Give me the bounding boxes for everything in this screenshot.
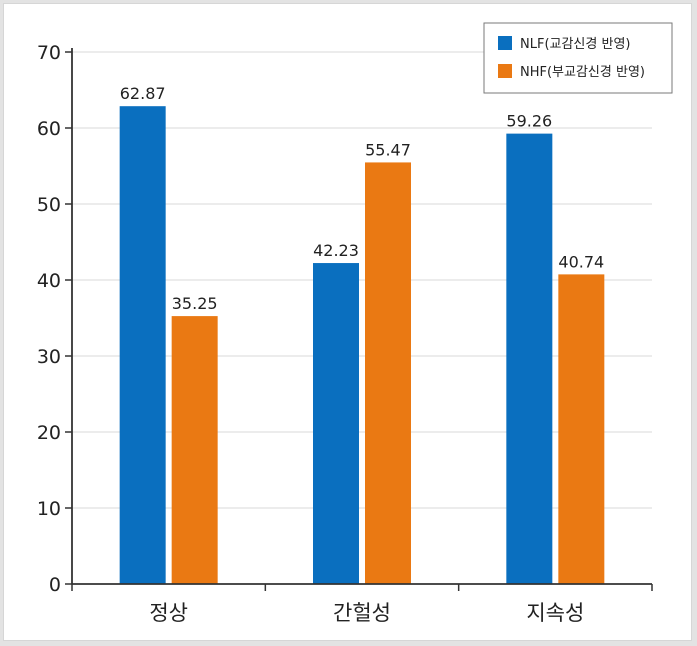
bar	[506, 133, 553, 584]
labels: 0 10 20 30 40 50 60 70 62.87 35.25 정상 42.23 55.47 간헐성…	[37, 42, 604, 625]
data-label: 55.47	[365, 140, 411, 159]
legend: NLF(교감신경 반영) NHF(부교감신경 반영)	[483, 22, 673, 94]
legend-entry: NLF(교감신경 반영)	[520, 37, 630, 52]
bar	[313, 263, 359, 584]
x-tick-label: 지속성	[526, 601, 584, 625]
y-tick-label: 50	[37, 194, 61, 216]
bar	[365, 162, 411, 585]
y-tick-label: 70	[37, 42, 61, 64]
bar	[119, 106, 166, 585]
bars	[119, 106, 605, 585]
bar	[171, 316, 218, 584]
data-label: 59.26	[506, 112, 552, 131]
x-tick-label: 간헐성	[333, 601, 391, 625]
y-tick-label: 10	[37, 498, 61, 520]
legend-swatch	[498, 36, 512, 50]
y-tick-label: 0	[49, 574, 61, 596]
legend-swatch	[498, 64, 512, 78]
y-tick-label: 30	[37, 346, 61, 368]
data-label: 62.87	[120, 84, 166, 103]
x-tick-label: 정상	[149, 601, 188, 625]
y-tick-label: 20	[37, 422, 61, 444]
data-label: 35.25	[172, 294, 218, 313]
y-tick-label: 40	[37, 270, 61, 292]
legend-box	[483, 22, 673, 94]
axes	[65, 48, 653, 591]
bar	[558, 274, 605, 584]
data-label: 42.23	[313, 241, 359, 260]
legend-entry: NHF(부교감신경 반영)	[520, 65, 645, 80]
y-tick-label: 60	[37, 118, 61, 140]
data-label: 40.74	[558, 252, 604, 271]
